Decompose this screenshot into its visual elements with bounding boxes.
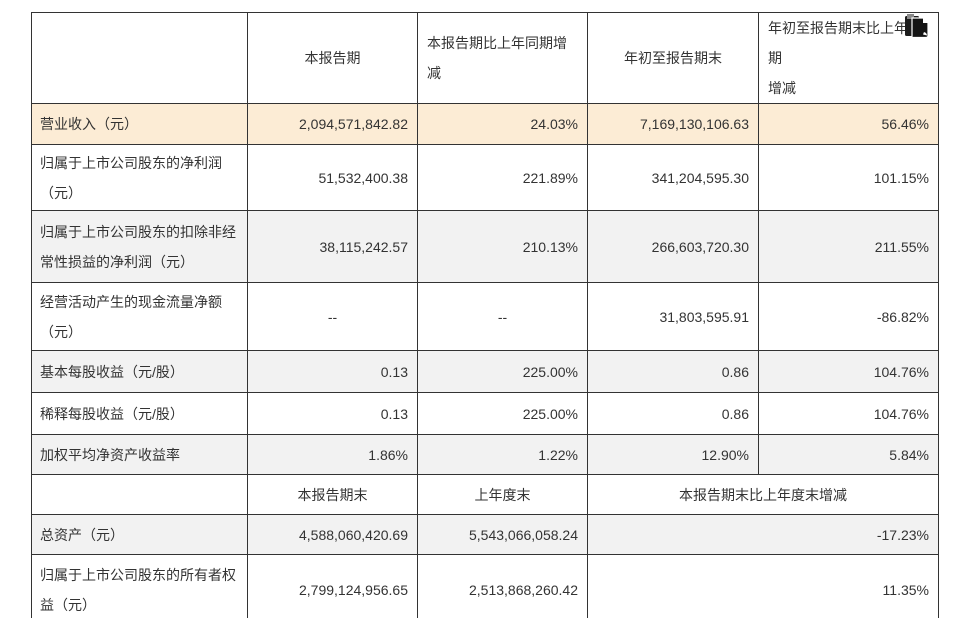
value-ytd-yoy: 104.76% [758,350,939,393]
row-net-profit-excl-nonrecurring: 归属于上市公司股东的扣除非经 常性损益的净利润（元） 38,115,242.57… [31,210,939,283]
row-label: 基本每股收益（元/股） [31,350,248,393]
row-label: 营业收入（元） [31,103,248,145]
value-period-end: 4,588,060,420.69 [247,514,418,555]
value-period: 1.86% [247,434,418,475]
header-period-end: 本报告期末 [247,474,418,515]
header-prev-year-end: 上年度末 [417,474,588,515]
value-period: 51,532,400.38 [247,144,418,211]
value-ytd-yoy: 104.76% [758,392,939,435]
row-basic-eps: 基本每股收益（元/股） 0.13 225.00% 0.86 104.76% [31,350,939,393]
row-weighted-avg-roe: 加权平均净资产收益率 1.86% 1.22% 12.90% 5.84% [31,434,939,475]
header-period-yoy-change: 本报告期比上年同期增 减 [417,12,588,104]
financial-summary-table: 本报告期 本报告期比上年同期增 减 年初至报告期末 年初至报告期末比上年同期 增… [31,12,939,618]
value-ytd: 7,169,130,106.63 [587,103,759,145]
row-label: 稀释每股收益（元/股） [31,392,248,435]
value-period-yoy: -- [417,282,588,351]
header-blank-cell [31,474,248,515]
value-ytd: 12.90% [587,434,759,475]
header-period-end-change: 本报告期末比上年度末增减 [587,474,939,515]
value-ytd: 266,603,720.30 [587,210,759,283]
header-ytd: 年初至报告期末 [587,12,759,104]
value-prev-year-end: 2,513,868,260.42 [417,554,588,618]
value-ytd-yoy: 56.46% [758,103,939,145]
row-shareholders-equity: 归属于上市公司股东的所有者权 益（元） 2,799,124,956.65 2,5… [31,554,939,618]
value-ytd: 31,803,595.91 [587,282,759,351]
value-period: 0.13 [247,392,418,435]
row-operating-cash-flow: 经营活动产生的现金流量净额 （元） -- -- 31,803,595.91 -8… [31,282,939,351]
value-ytd: 0.86 [587,392,759,435]
value-period-yoy: 24.03% [417,103,588,145]
value-ytd-yoy: 211.55% [758,210,939,283]
row-operating-revenue: 营业收入（元） 2,094,571,842.82 24.03% 7,169,13… [31,103,939,145]
value-ytd-yoy: 101.15% [758,144,939,211]
row-label: 经营活动产生的现金流量净额 （元） [31,282,248,351]
row-label: 归属于上市公司股东的扣除非经 常性损益的净利润（元） [31,210,248,283]
value-period-yoy: 1.22% [417,434,588,475]
value-change: -17.23% [587,514,939,555]
row-label: 总资产（元） [31,514,248,555]
row-label: 归属于上市公司股东的净利润 （元） [31,144,248,211]
value-ytd-yoy: 5.84% [758,434,939,475]
value-ytd: 0.86 [587,350,759,393]
value-period-yoy: 210.13% [417,210,588,283]
value-period-yoy: 225.00% [417,392,588,435]
document-copy-icon[interactable] [904,12,930,39]
header-blank-cell [31,12,248,104]
value-change: 11.35% [587,554,939,618]
row-net-profit: 归属于上市公司股东的净利润 （元） 51,532,400.38 221.89% … [31,144,939,211]
header-row-bottom: 本报告期末 上年度末 本报告期末比上年度末增减 [31,474,939,515]
value-period: 38,115,242.57 [247,210,418,283]
value-prev-year-end: 5,543,066,058.24 [417,514,588,555]
value-ytd: 341,204,595.30 [587,144,759,211]
value-period-yoy: 221.89% [417,144,588,211]
value-period-end: 2,799,124,956.65 [247,554,418,618]
value-ytd-yoy: -86.82% [758,282,939,351]
value-period: 0.13 [247,350,418,393]
value-period: 2,094,571,842.82 [247,103,418,145]
row-label: 加权平均净资产收益率 [31,434,248,475]
header-row-top: 本报告期 本报告期比上年同期增 减 年初至报告期末 年初至报告期末比上年同期 增… [31,12,939,104]
row-label: 归属于上市公司股东的所有者权 益（元） [31,554,248,618]
row-diluted-eps: 稀释每股收益（元/股） 0.13 225.00% 0.86 104.76% [31,392,939,435]
value-period-yoy: 225.00% [417,350,588,393]
value-period: -- [247,282,418,351]
header-current-period: 本报告期 [247,12,418,104]
row-total-assets: 总资产（元） 4,588,060,420.69 5,543,066,058.24… [31,514,939,555]
